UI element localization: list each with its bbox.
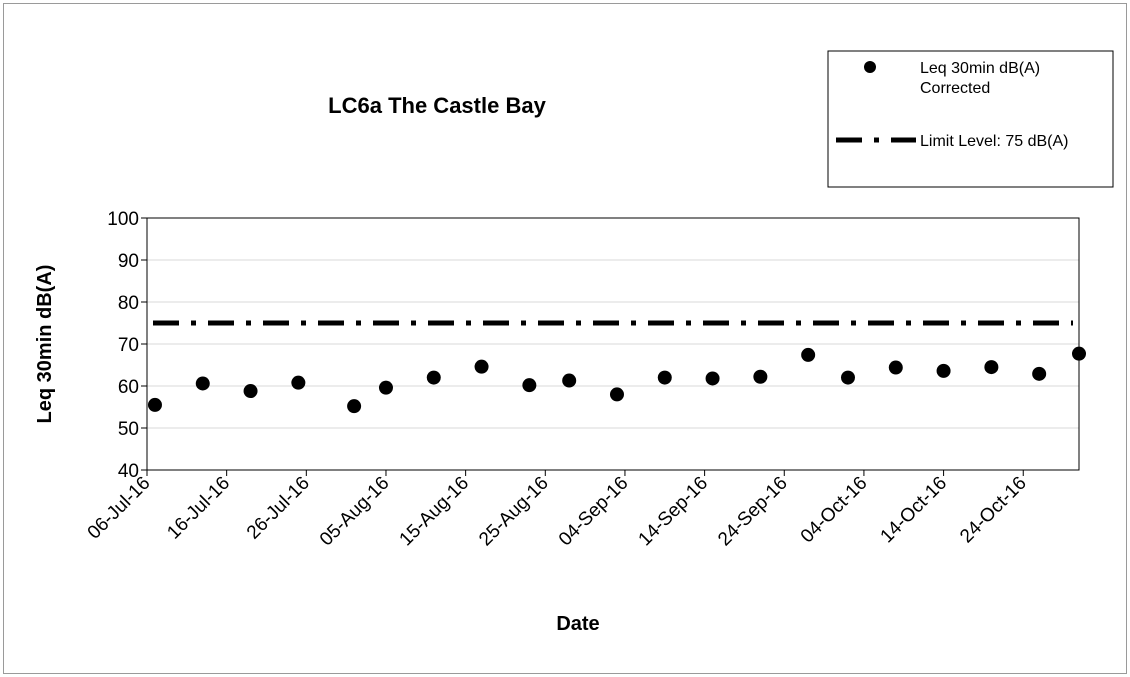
x-tick-label: 24-Sep-16 (714, 473, 792, 551)
x-tick-label: 05-Aug-16 (316, 473, 394, 551)
y-tick-label: 60 (118, 377, 139, 398)
data-point (243, 384, 258, 399)
data-point (753, 369, 768, 384)
data-point (291, 375, 306, 390)
y-tick-label: 40 (118, 461, 139, 482)
y-axis-ticks: 40 50 60 70 80 90 100 (107, 209, 147, 482)
x-tick-label: 14-Oct-16 (877, 473, 952, 548)
data-point (936, 363, 951, 378)
y-tick-label: 100 (107, 209, 139, 230)
data-point (1032, 366, 1047, 381)
x-tick-label: 14-Sep-16 (635, 473, 713, 551)
x-axis-ticks: 06-Jul-16 16-Jul-16 26-Jul-16 05-Aug-16 15-A… (84, 470, 1031, 550)
legend-marker-corrected (864, 61, 876, 73)
y-tick-label: 70 (118, 335, 139, 356)
legend-label-limit: Limit Level: 75 dB(A) (920, 133, 1069, 150)
data-point (657, 370, 672, 385)
x-tick-label: 16-Jul-16 (163, 473, 234, 544)
y-tick-label: 50 (118, 419, 139, 440)
data-point (562, 373, 577, 388)
data-point (705, 371, 720, 386)
x-axis-title: Date (556, 613, 599, 635)
data-point (147, 397, 162, 412)
data-point (801, 347, 816, 362)
x-tick-label: 04-Sep-16 (555, 473, 633, 551)
data-point (609, 387, 624, 402)
data-point (378, 380, 393, 395)
data-point (426, 370, 441, 385)
y-axis-title: Leq 30min dB(A) (34, 265, 56, 424)
y-tick-label: 90 (118, 251, 139, 272)
data-point (195, 376, 210, 391)
data-point (984, 360, 999, 375)
x-tick-label: 24-Oct-16 (956, 473, 1031, 548)
gridlines (147, 259, 1079, 429)
x-tick-label: 26-Jul-16 (243, 473, 314, 544)
y-tick-label: 80 (118, 293, 139, 314)
data-point (888, 360, 903, 375)
data-points (147, 346, 1086, 414)
data-point (840, 370, 855, 385)
data-point (522, 378, 537, 393)
x-tick-label: 06-Jul-16 (84, 473, 155, 544)
data-point (347, 399, 362, 414)
chart-title: LC6a The Castle Bay (328, 93, 546, 118)
legend: Leq 30min dB(A) Corrected Limit Level: 7… (827, 50, 1114, 188)
data-point (1072, 346, 1086, 361)
legend-box (827, 50, 1114, 188)
data-point (474, 359, 489, 374)
legend-label-corrected: Leq 30min dB(A) Corrected (920, 60, 1045, 97)
x-tick-label: 15-Aug-16 (396, 473, 474, 551)
x-tick-label: 25-Aug-16 (475, 473, 553, 551)
x-tick-label: 04-Oct-16 (797, 473, 872, 548)
